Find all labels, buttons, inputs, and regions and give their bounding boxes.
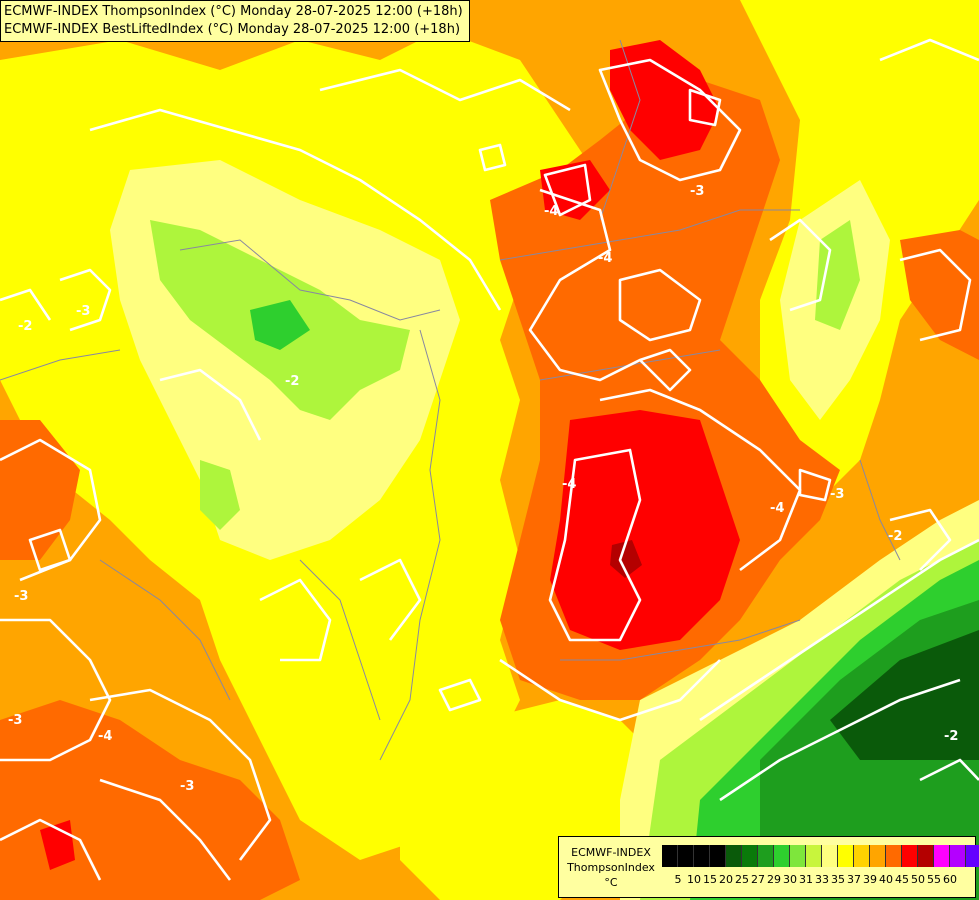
legend-unit: °C	[604, 876, 618, 889]
legend-swatch	[822, 845, 838, 867]
contour-label: -2	[285, 374, 299, 389]
legend-tick-label: 5	[674, 873, 682, 886]
legend-swatch	[966, 845, 979, 867]
legend-swatch	[758, 845, 774, 867]
lifted-index-contours	[0, 8, 979, 881]
legend-swatch	[950, 845, 966, 867]
field-green-small	[250, 300, 310, 350]
contour-label: -3	[830, 487, 844, 502]
legend-tick-label: 20	[719, 873, 733, 886]
legend-tick-label: 55	[927, 873, 941, 886]
field-orangered-southwest	[0, 700, 300, 900]
legend-swatch	[710, 845, 726, 867]
field-red-north	[610, 40, 720, 160]
legend-swatch	[870, 845, 886, 867]
legend-swatch	[886, 845, 902, 867]
legend-title: ECMWF-INDEX ThompsonIndex °C	[563, 845, 659, 890]
contour-label: -4	[544, 204, 558, 219]
legend-swatch	[694, 845, 710, 867]
legend-tick-label: 31	[799, 873, 813, 886]
legend-swatch	[918, 845, 934, 867]
legend-tick-label: 27	[751, 873, 765, 886]
legend-swatch	[934, 845, 950, 867]
legend-swatch	[774, 845, 790, 867]
legend-title-index: ThompsonIndex	[567, 861, 655, 874]
contour-labels: -2 -3 -4 -3 -4 -4 -3 -2 -3 -4 -4 -3 -2 -…	[8, 184, 958, 794]
legend-swatch	[838, 845, 854, 867]
legend-tick-label: 29	[767, 873, 781, 886]
legend-swatch	[790, 845, 806, 867]
contour-label: -3	[180, 779, 194, 794]
legend-tick-label: 50	[911, 873, 925, 886]
contour-label: -2	[944, 729, 958, 744]
legend-tick-label: 30	[783, 873, 797, 886]
field-lightgreen-west	[200, 460, 240, 530]
map-title-box: ECMWF-INDEX ThompsonIndex (°C) Monday 28…	[0, 0, 470, 42]
legend-tick-label: 39	[863, 873, 877, 886]
legend-tick-label: 35	[831, 873, 845, 886]
legend-tick-label: 40	[879, 873, 893, 886]
map-title-thompson: ECMWF-INDEX ThompsonIndex (°C) Monday 28…	[4, 4, 463, 19]
contour-label: -2	[18, 319, 32, 334]
legend-tick-label: 10	[687, 873, 701, 886]
legend-swatch	[662, 845, 678, 867]
legend-swatches	[662, 845, 979, 867]
field-red-core	[550, 410, 740, 650]
legend-swatch	[678, 845, 694, 867]
field-darkred-core	[610, 540, 642, 578]
contour-label: -4	[562, 477, 576, 492]
contour-label: -4	[598, 251, 612, 266]
contour-label: -3	[690, 184, 704, 199]
legend-tick-label: 45	[895, 873, 909, 886]
legend-swatch	[902, 845, 918, 867]
map-title-lifted: ECMWF-INDEX BestLiftedIndex (°C) Monday …	[4, 22, 461, 37]
legend-tick-label: 15	[703, 873, 717, 886]
legend-tick-label: 25	[735, 873, 749, 886]
contour-label: -3	[14, 589, 28, 604]
contour-label: -4	[98, 729, 112, 744]
color-legend: ECMWF-INDEX ThompsonIndex °C 5 10 15 20 25 27…	[558, 836, 979, 898]
legend-title-model: ECMWF-INDEX	[571, 846, 651, 859]
legend-tick-label: 33	[815, 873, 829, 886]
field-orangered-west	[0, 420, 80, 560]
legend-swatch	[806, 845, 822, 867]
legend-swatch	[742, 845, 758, 867]
contour-label: -4	[770, 501, 784, 516]
field-deepgreen-southeast	[830, 630, 979, 760]
contour-label: -3	[8, 713, 22, 728]
contour-label: -3	[76, 304, 90, 319]
legend-swatch	[726, 845, 742, 867]
legend-tick-label: 37	[847, 873, 861, 886]
legend-tick-label: 60	[943, 873, 957, 886]
legend-swatch	[854, 845, 870, 867]
contour-label: -2	[888, 529, 902, 544]
